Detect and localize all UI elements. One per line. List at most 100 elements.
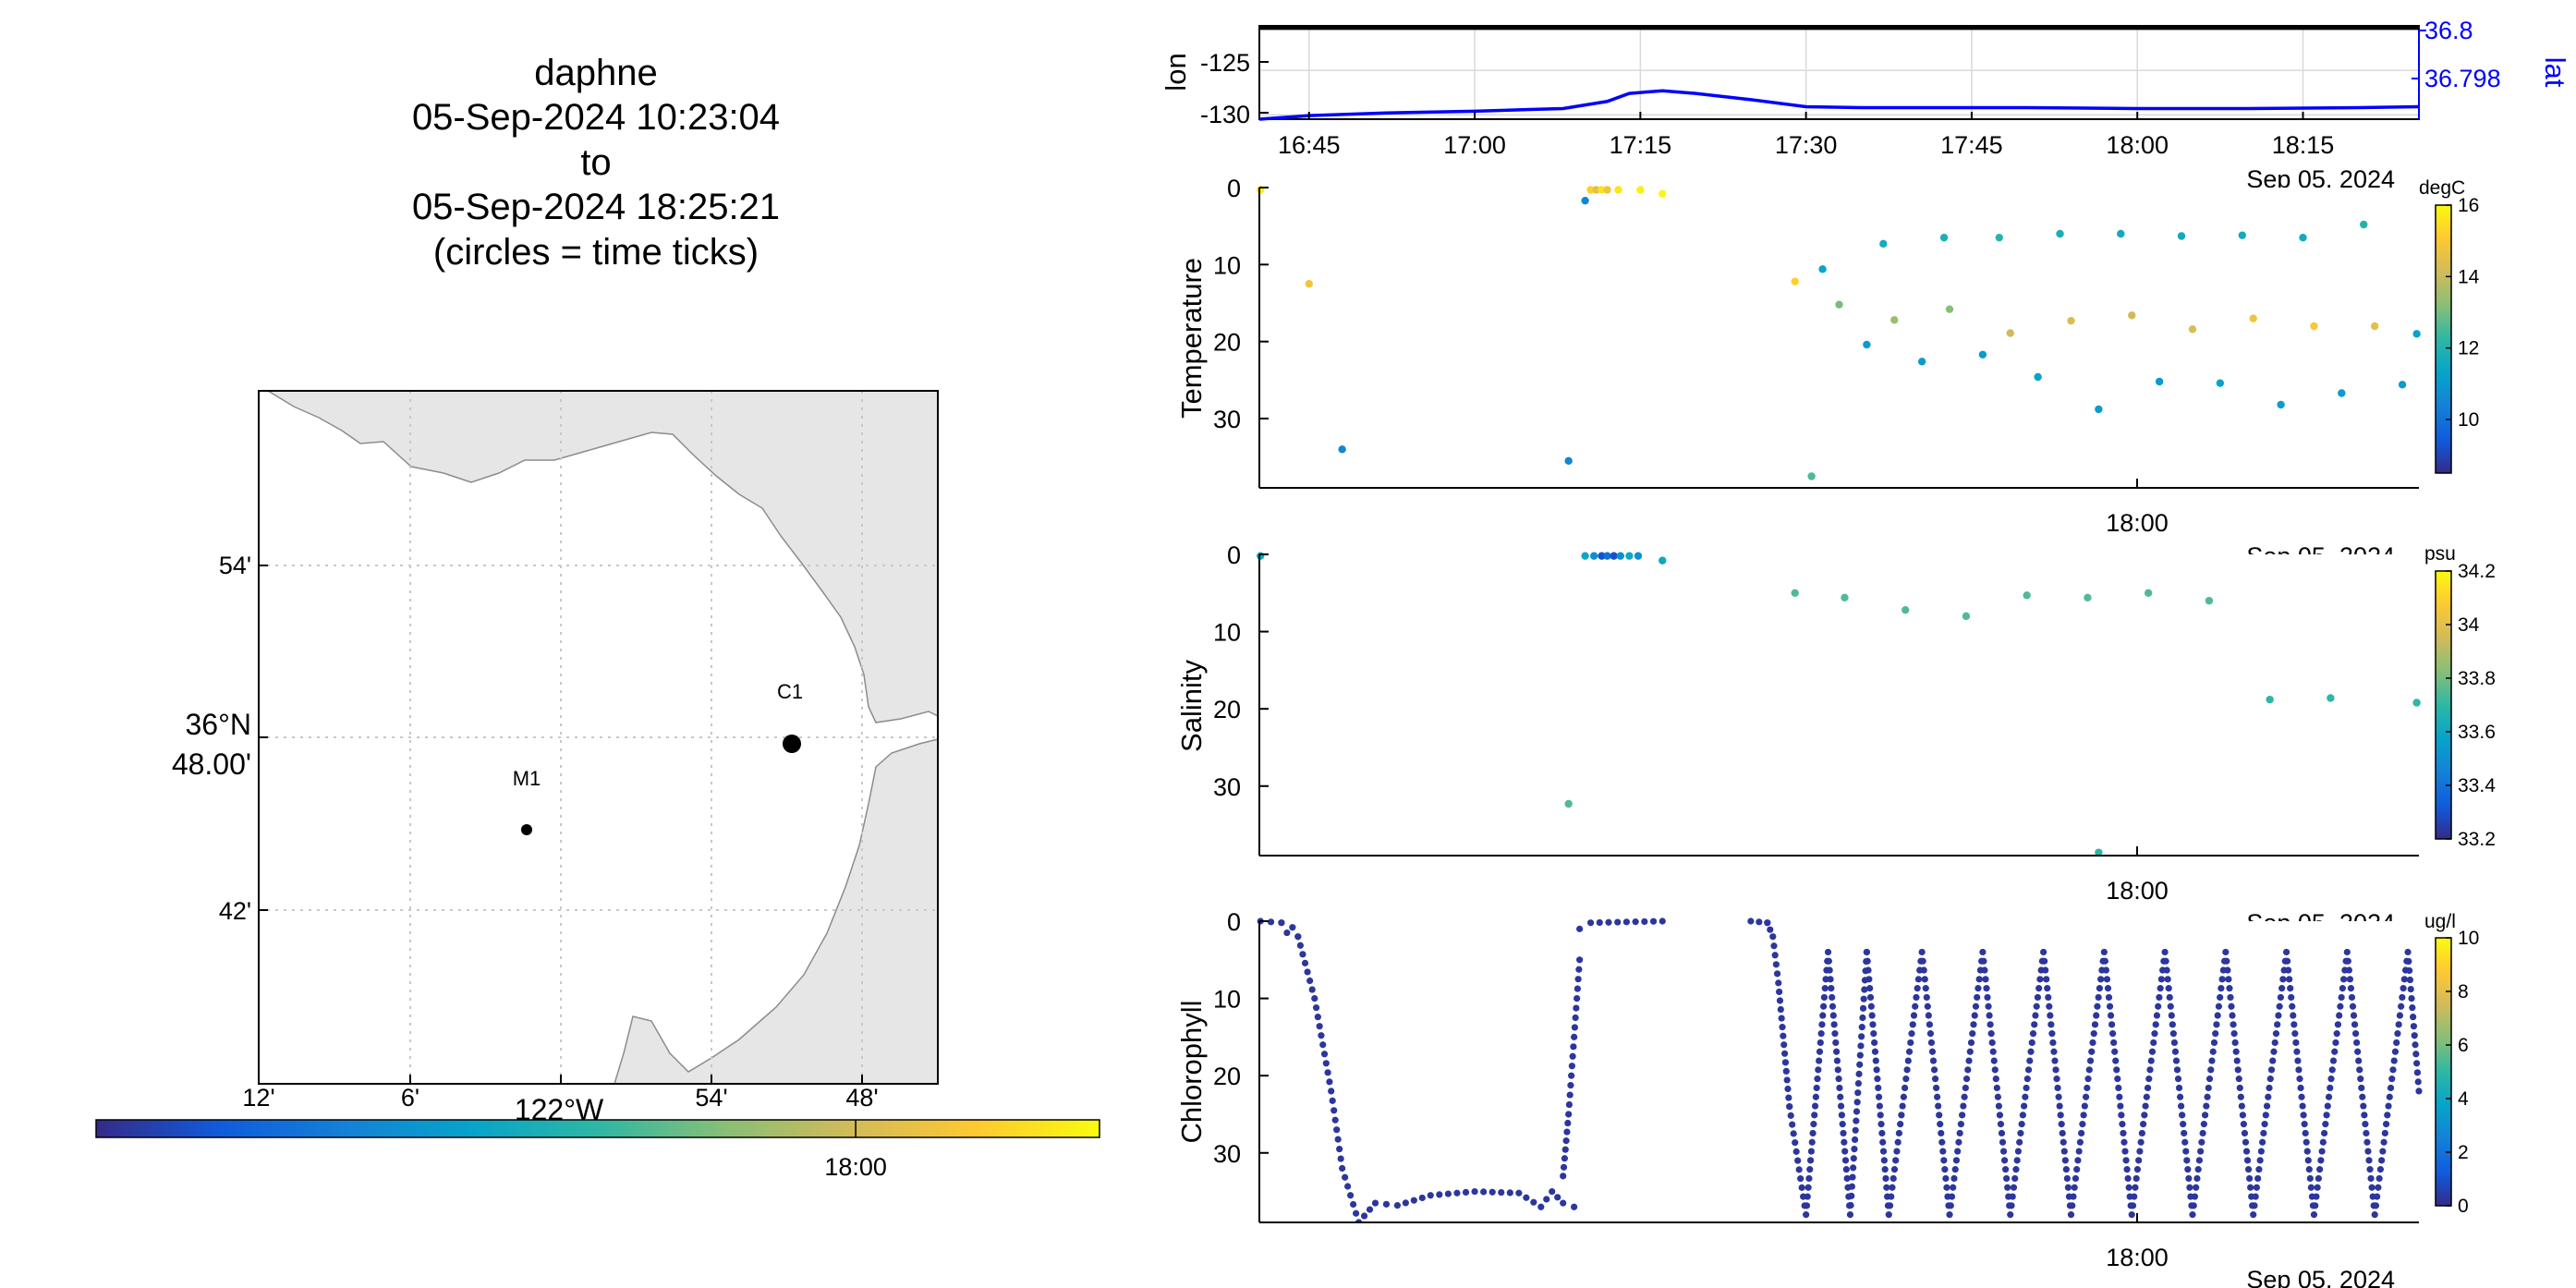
chlorophyll-point	[1771, 952, 1779, 959]
salinity-colorbar-gradient	[2435, 570, 2452, 840]
salinity-points	[1256, 552, 2421, 857]
chlorophyll-point	[2074, 1157, 2082, 1164]
chlorophyll-point	[2142, 1102, 2149, 1110]
chlorophyll-point	[2124, 1174, 2132, 1183]
salinity-point	[1598, 552, 1606, 560]
chlorophyll-point	[1795, 1166, 1803, 1173]
chlorophyll-point	[2368, 1184, 2376, 1191]
chlorophyll-point	[1979, 948, 1987, 956]
chlorophyll-point	[2045, 993, 2052, 1002]
chlorophyll-point	[2178, 1102, 2185, 1110]
temperature-point	[1835, 300, 1843, 309]
chlorophyll-point	[1863, 948, 1870, 956]
chlorophyll-point	[2140, 1121, 2147, 1128]
chlorophyll-point	[2412, 1051, 2420, 1058]
chlorophyll-point	[2275, 1012, 2282, 1019]
salinity-point	[1634, 552, 1643, 560]
chlorophyll-point	[1938, 1129, 1945, 1137]
temperature-point	[2412, 330, 2421, 338]
chlorophyll-point	[1832, 1039, 1840, 1047]
chlorophyll-point	[2288, 993, 2295, 1002]
chlorophyll-point	[2186, 1184, 2193, 1191]
chlorophyll-point	[2047, 1021, 2055, 1028]
chlorophyll-point	[1817, 1039, 1824, 1047]
chlorophyll-point	[2413, 1060, 2421, 1067]
temperature-point	[1592, 186, 1600, 194]
chlorophyll-point	[1873, 1066, 1880, 1074]
chlorophyll-point	[1772, 961, 1780, 968]
chlorophyll-point	[2117, 1102, 2124, 1110]
chlorophyll-point	[2125, 1184, 2132, 1191]
chlorophyll-point	[2380, 1138, 2388, 1146]
chlorophyll-point	[2201, 1112, 2209, 1119]
chlorophyll-point	[2399, 993, 2406, 1002]
chlorophyll-point	[1779, 1024, 1786, 1031]
chlorophyll-point	[1371, 1199, 1379, 1207]
chlorophyll-point	[1943, 1184, 1950, 1191]
chlorophyll-point	[2314, 1184, 2321, 1191]
chlorophyll-point	[1806, 1166, 1814, 1173]
chlorophyll-point	[2166, 993, 2173, 1002]
chlorophyll-point	[2353, 1039, 2361, 1047]
chlorophyll-point	[2344, 957, 2351, 965]
chlorophyll-point	[2133, 1166, 2142, 1173]
chlorophyll-point	[1294, 933, 1302, 941]
chlorophyll-point	[2302, 1129, 2309, 1137]
chlorophyll-point	[1574, 985, 1581, 992]
chlorophyll-point	[2241, 1129, 2249, 1137]
chlorophyll-point	[2032, 1012, 2039, 1019]
title-line-5: (circles = time ticks)	[433, 232, 759, 273]
temperature-x-tick-label: 18:00	[2106, 509, 2169, 537]
chlorophyll-point	[2144, 1084, 2152, 1092]
chlorophyll-point	[1960, 1102, 1967, 1110]
chlorophyll-point	[1872, 1057, 1879, 1064]
temperature-point	[1890, 316, 1899, 324]
chlorophyll-point	[2267, 1066, 2276, 1074]
chlorophyll-point	[1881, 1166, 1889, 1173]
chlorophyll-point	[2181, 1129, 2188, 1137]
chlorophyll-point	[2252, 1193, 2259, 1200]
chlorophyll-point	[2328, 1066, 2336, 1074]
chlorophyll-point	[2299, 1102, 2306, 1110]
temperature-colorbar-gradient	[2435, 204, 2452, 474]
chlorophyll-point	[2329, 1057, 2338, 1064]
position-x-ticks: 16:45 17:00 17:15 17:30 17:45 18:00 18:15	[1278, 112, 2334, 159]
temperature-colorbar-tick-label: 16	[2458, 195, 2479, 216]
chlorophyll-point	[1899, 1102, 1906, 1110]
chlorophyll-point	[2047, 1012, 2054, 1019]
chlorophyll-point	[1938, 1138, 1946, 1146]
chlorophyll-point	[2394, 1030, 2401, 1038]
chlorophyll-point	[2354, 1048, 2362, 1055]
chlorophyll-point	[1914, 985, 1921, 992]
chlorophyll-point	[2226, 985, 2233, 992]
chlorophyll-point	[1919, 957, 1926, 965]
chlorophyll-point	[1831, 1030, 1839, 1038]
chlorophyll-point	[2147, 1057, 2155, 1064]
time-colorbar-gradient	[95, 1119, 1100, 1138]
chlorophyll-point	[1926, 1030, 1935, 1038]
salinity-colorbar-tick-label: 34.2	[2458, 561, 2496, 582]
chlorophyll-point	[1860, 995, 1867, 1002]
chlorophyll-point	[1773, 970, 1781, 978]
chlorophyll-point	[2128, 1211, 2135, 1219]
chlorophyll-point	[2316, 1166, 2324, 1173]
chlorophyll-point	[2272, 1030, 2280, 1038]
chlorophyll-point	[2108, 1021, 2116, 1028]
chlorophyll-point	[2135, 1157, 2143, 1164]
chlorophyll-point	[2358, 1084, 2365, 1092]
chlorophyll-point	[2233, 1057, 2241, 1064]
chlorophyll-point	[2205, 1084, 2212, 1092]
chlorophyll-point	[2340, 976, 2348, 983]
chlorophyll-point	[1316, 1023, 1323, 1030]
chlorophyll-point	[2255, 1166, 2263, 1173]
chlorophyll-point	[2176, 1093, 2184, 1100]
chlorophyll-point	[2157, 976, 2165, 983]
position-x-tick-label: 17:00	[1443, 131, 1506, 159]
chlorophyll-point	[1366, 1206, 1374, 1213]
chlorophyll-point	[2250, 1211, 2257, 1219]
chlorophyll-point	[1833, 1057, 1841, 1064]
chlorophyll-point	[1641, 917, 1648, 926]
chlorophyll-point	[2103, 976, 2111, 983]
salinity-y-tick-label: 10	[1213, 619, 1241, 647]
chlorophyll-point	[2381, 1129, 2388, 1137]
